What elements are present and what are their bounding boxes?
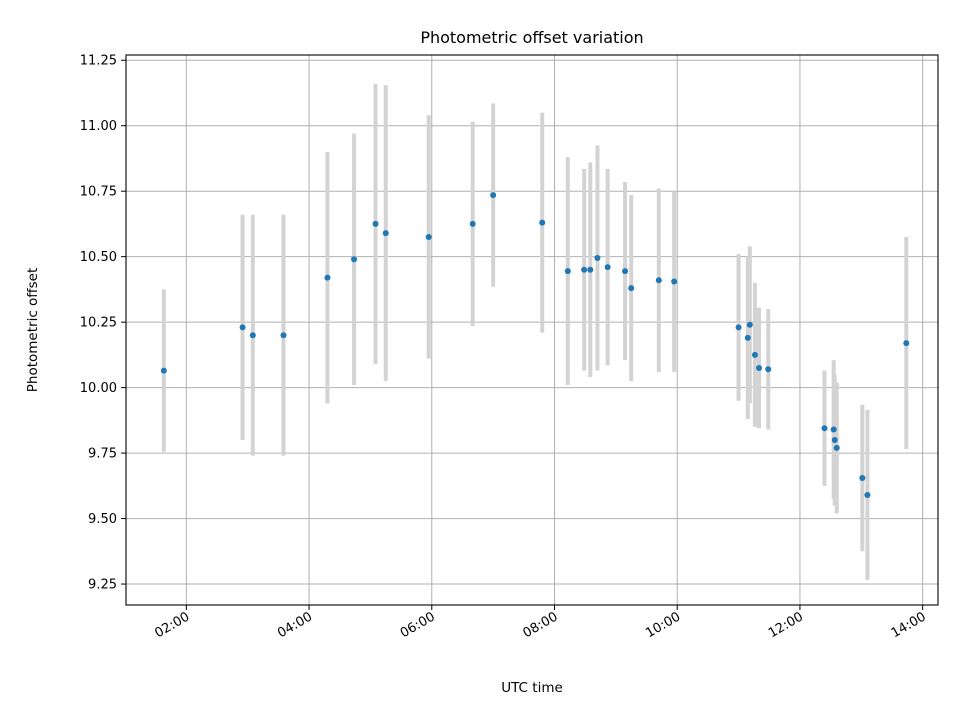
data-point	[324, 274, 331, 281]
data-point	[564, 268, 571, 275]
data-point	[903, 340, 910, 347]
y-tick-label: 9.25	[88, 578, 117, 593]
plot-frame	[125, 54, 939, 606]
data-point	[756, 364, 763, 371]
data-point	[581, 266, 588, 273]
data-point	[425, 234, 432, 241]
y-axis-label: Photometric offset	[25, 268, 41, 392]
y-tick-label: 11.25	[80, 54, 117, 69]
data-point	[751, 351, 758, 358]
x-tick-label: 08:00	[521, 609, 561, 641]
data-point	[280, 332, 287, 339]
data-point	[160, 367, 167, 374]
data-point	[604, 264, 611, 271]
grid-lines	[126, 55, 938, 605]
data-point	[735, 324, 742, 331]
data-point	[655, 277, 662, 284]
data-point	[746, 321, 753, 328]
data-point	[587, 266, 594, 273]
x-tick-label: 06:00	[398, 609, 438, 641]
x-tick-label: 04:00	[275, 609, 315, 641]
data-point	[830, 426, 837, 433]
data-point	[351, 256, 358, 263]
y-tick-label: 10.25	[80, 316, 117, 331]
data-point	[744, 334, 751, 341]
y-tick-label: 10.75	[80, 185, 117, 200]
data-point	[469, 220, 476, 227]
axis-ticks: 02:00 04:00 06:00 08:00 10:00 12:00 14:00 9.25 9…	[80, 54, 929, 641]
data-point	[864, 492, 871, 498]
data-point	[831, 437, 838, 443]
x-tick-label: 14:00	[889, 609, 929, 641]
x-tick-label: 10:00	[643, 609, 683, 641]
y-tick-label: 10.00	[80, 381, 117, 396]
data-point	[765, 366, 772, 373]
data-point	[622, 268, 629, 275]
y-tick-label: 10.50	[80, 250, 117, 265]
x-tick-label: 12:00	[766, 609, 806, 641]
x-tick-label: 02:00	[152, 609, 192, 641]
y-tick-label: 9.50	[88, 512, 117, 527]
y-tick-label: 11.00	[80, 119, 117, 134]
data-point	[859, 474, 866, 481]
data-point	[833, 444, 840, 451]
data-point	[249, 332, 256, 339]
data-point	[539, 219, 546, 226]
error-bars	[161, 83, 909, 581]
data-point	[671, 278, 678, 285]
data-point	[239, 324, 246, 331]
data-point	[628, 285, 635, 292]
data-point	[382, 230, 389, 237]
data-points	[160, 192, 910, 498]
data-point	[821, 425, 828, 432]
data-point	[594, 254, 601, 261]
y-tick-label: 9.75	[88, 447, 117, 462]
x-axis-label: UTC time	[501, 680, 563, 696]
data-point	[490, 192, 497, 199]
chart-title: Photometric offset variation	[420, 28, 643, 47]
data-point	[372, 220, 379, 227]
